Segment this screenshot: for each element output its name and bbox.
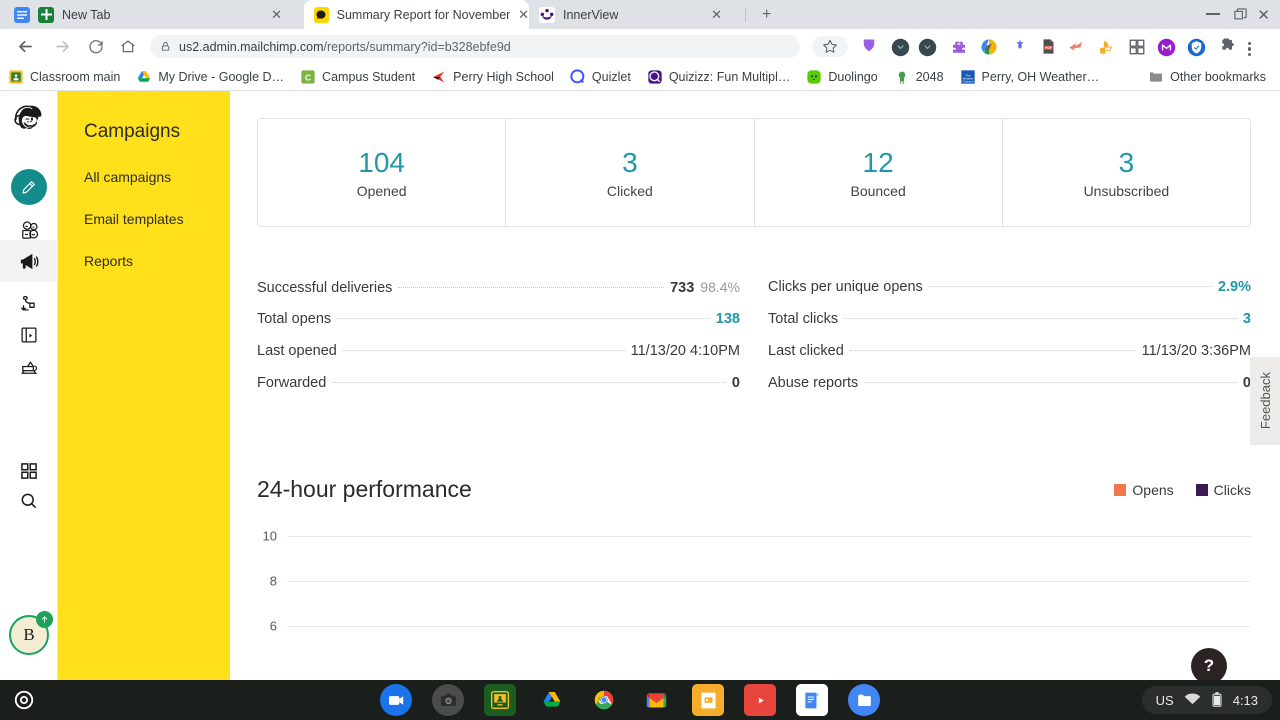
- svg-text:C: C: [305, 72, 312, 82]
- svg-text:Channel: Channel: [962, 79, 973, 83]
- svg-text:PDF: PDF: [1045, 46, 1053, 50]
